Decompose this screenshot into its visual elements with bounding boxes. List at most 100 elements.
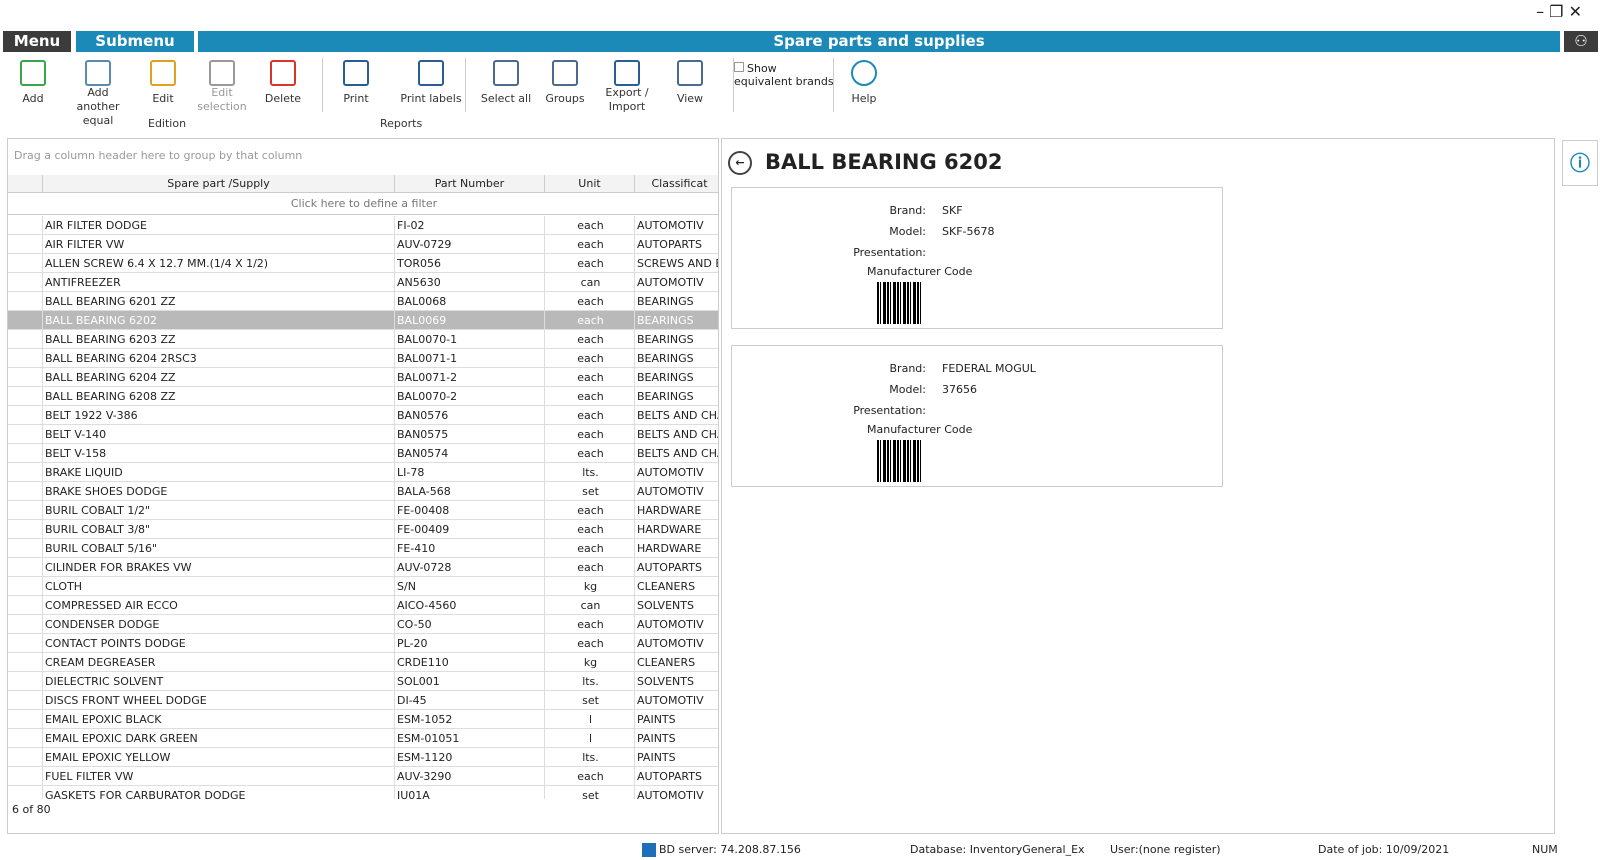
grid-row[interactable]: FUEL FILTER VW AUV-3290 each AUTOPARTS bbox=[8, 767, 718, 786]
grid-row[interactable]: BALL BEARING 6203 ZZ BAL0070-1 each BEARING… bbox=[8, 330, 718, 349]
grid-cell: BALL BEARING 6201 ZZ bbox=[43, 292, 395, 311]
grid-row[interactable]: EMAIL EPOXIC YELLOW ESM-1120 lts. PAINTS bbox=[8, 748, 718, 767]
code-label: Manufacturer Code bbox=[867, 265, 973, 278]
grid-cell: AICO-4560 bbox=[395, 596, 545, 615]
toolbar-button[interactable]: Print bbox=[324, 58, 388, 106]
grid-cell: AUTOMOTIV bbox=[635, 482, 718, 501]
column-header[interactable]: Spare part /Supply bbox=[43, 175, 395, 193]
detail-panel: ← BALL BEARING 6202 Brand: SKF Model: SKF-5… bbox=[721, 138, 1555, 834]
menu-button[interactable]: Menu bbox=[3, 31, 71, 52]
row-icon bbox=[8, 482, 43, 501]
user-button[interactable]: ⚇ bbox=[1564, 31, 1598, 52]
grid-cell: CLEANERS bbox=[635, 653, 718, 672]
grid-row[interactable]: CLOTH S/N kg CLEANERS bbox=[8, 577, 718, 596]
window-controls[interactable]: – ❐ ✕ bbox=[1536, 2, 1582, 21]
grid-cell: AUTOPARTS bbox=[635, 558, 718, 577]
column-header[interactable]: Classificat bbox=[635, 175, 718, 193]
grid-row[interactable]: AIR FILTER DODGE FI-02 each AUTOMOTIV bbox=[8, 216, 718, 235]
window-title: Spare parts and supplies bbox=[198, 31, 1560, 52]
grid-row[interactable]: BURIL COBALT 3/8" FE-00409 each HARDWARE bbox=[8, 520, 718, 539]
grid-row[interactable]: BALL BEARING 6202 BAL0069 each BEARINGS bbox=[8, 311, 718, 330]
grid-cell: set bbox=[545, 482, 635, 501]
grid-row[interactable]: CREAM DEGREASER CRDE110 kg CLEANERS bbox=[8, 653, 718, 672]
grid-row[interactable]: ANTIFREEZER AN5630 can AUTOMOTIV bbox=[8, 273, 718, 292]
toolbar-button[interactable]: Print labels bbox=[399, 58, 463, 106]
grid-cell: l bbox=[545, 710, 635, 729]
row-icon bbox=[8, 387, 43, 406]
grid-cell: BELTS AND CHAIN bbox=[635, 406, 718, 425]
row-icon bbox=[8, 254, 43, 273]
grid-cell: BURIL COBALT 3/8" bbox=[43, 520, 395, 539]
toolbar-button[interactable]: Groups bbox=[533, 58, 597, 106]
grid-row[interactable]: EMAIL EPOXIC DARK GREEN ESM-01051 l PAINTS bbox=[8, 729, 718, 748]
group-label: Edition bbox=[148, 117, 187, 130]
grid-row[interactable]: AIR FILTER VW AUV-0729 each AUTOPARTS bbox=[8, 235, 718, 254]
grid-row[interactable]: BALL BEARING 6204 2RSC3 BAL0071-1 each BEAR… bbox=[8, 349, 718, 368]
column-header[interactable]: Unit bbox=[545, 175, 635, 193]
toolbar-button[interactable]: Add bbox=[1, 58, 65, 106]
grid-cell: lts. bbox=[545, 463, 635, 482]
toolbar-button[interactable]: Add another equal bbox=[66, 58, 130, 128]
equivalent-checkbox[interactable]: Show equivalent brands bbox=[734, 62, 834, 88]
grid-cell: DI-45 bbox=[395, 691, 545, 710]
button-label: Print bbox=[343, 92, 369, 105]
toolbar-button[interactable]: Edit bbox=[131, 58, 195, 106]
grid-cell: BELTS AND CHAIN bbox=[635, 425, 718, 444]
grid-row[interactable]: DIELECTRIC SOLVENT SOL001 lts. SOLVENTS bbox=[8, 672, 718, 691]
grid-row[interactable]: BALL BEARING 6208 ZZ BAL0070-2 each BEARING… bbox=[8, 387, 718, 406]
toolbar-button[interactable]: Edit selection bbox=[190, 58, 254, 114]
grid-row[interactable]: BALL BEARING 6201 ZZ BAL0068 each BEARINGS bbox=[8, 292, 718, 311]
grid-cell: set bbox=[545, 691, 635, 710]
toolbar-button[interactable]: Help bbox=[832, 58, 896, 106]
button-icon bbox=[209, 60, 235, 86]
grid-cell: BEARINGS bbox=[635, 330, 718, 349]
grid-row[interactable]: CONTACT POINTS DODGE PL-20 each AUTOMOTIV bbox=[8, 634, 718, 653]
grid-row[interactable]: COMPRESSED AIR ECCO AICO-4560 can SOLVENTS bbox=[8, 596, 718, 615]
grid-cell: CONTACT POINTS DODGE bbox=[43, 634, 395, 653]
column-header[interactable]: Part Number bbox=[395, 175, 545, 193]
grid-cell: FE-00409 bbox=[395, 520, 545, 539]
button-icon bbox=[343, 60, 369, 86]
grid-cell: can bbox=[545, 596, 635, 615]
grid-cell: ESM-1052 bbox=[395, 710, 545, 729]
info-button[interactable]: ⓘ bbox=[1562, 140, 1598, 186]
grid-cell: each bbox=[545, 444, 635, 463]
grid-cell: each bbox=[545, 615, 635, 634]
detail-title: BALL BEARING 6202 bbox=[765, 150, 1003, 174]
grid-cell: BAL0070-1 bbox=[395, 330, 545, 349]
parts-grid: Drag a column header here to group by th… bbox=[7, 138, 719, 834]
toolbar-button[interactable]: Select all bbox=[474, 58, 538, 106]
grid-cell: kg bbox=[545, 653, 635, 672]
grid-cell: AUV-0729 bbox=[395, 235, 545, 254]
row-icon bbox=[8, 748, 43, 767]
grid-cell: BAN0574 bbox=[395, 444, 545, 463]
grid-row[interactable]: ALLEN SCREW 6.4 X 12.7 MM.(1/4 X 1/2) TOR… bbox=[8, 254, 718, 273]
grid-cell: each bbox=[545, 216, 635, 235]
toolbar-button[interactable]: Delete bbox=[251, 58, 315, 106]
button-label: Edit selection bbox=[197, 86, 247, 113]
grid-row[interactable]: BALL BEARING 6204 ZZ BAL0071-2 each BEARING… bbox=[8, 368, 718, 387]
grid-row[interactable]: BRAKE SHOES DODGE BALA-568 set AUTOMOTIV bbox=[8, 482, 718, 501]
grid-cell: CREAM DEGREASER bbox=[43, 653, 395, 672]
grid-row[interactable]: BRAKE LIQUID LI-78 lts. AUTOMOTIV bbox=[8, 463, 718, 482]
grid-row[interactable]: EMAIL EPOXIC BLACK ESM-1052 l PAINTS bbox=[8, 710, 718, 729]
grid-row[interactable]: BURIL COBALT 5/16" FE-410 each HARDWARE bbox=[8, 539, 718, 558]
grid-cell: AN5630 bbox=[395, 273, 545, 292]
grid-row[interactable]: BURIL COBALT 1/2" FE-00408 each HARDWARE bbox=[8, 501, 718, 520]
grid-row[interactable]: CILINDER FOR BRAKES VW AUV-0728 each AUTOPA… bbox=[8, 558, 718, 577]
toolbar-button[interactable]: View bbox=[658, 58, 722, 106]
submenu-button[interactable]: Submenu bbox=[76, 31, 194, 52]
filter-row[interactable]: Click here to define a filter bbox=[8, 193, 718, 215]
toolbar-button[interactable]: Export / Import bbox=[595, 58, 659, 114]
grid-cell: AUTOPARTS bbox=[635, 767, 718, 786]
grid-cell: AUTOMOTIV bbox=[635, 216, 718, 235]
row-icon bbox=[8, 767, 43, 786]
grid-cell: HARDWARE bbox=[635, 501, 718, 520]
back-button[interactable]: ← bbox=[728, 151, 752, 175]
grid-row[interactable]: CONDENSER DODGE CO-50 each AUTOMOTIV bbox=[8, 615, 718, 634]
row-icon bbox=[8, 539, 43, 558]
grid-row[interactable]: DISCS FRONT WHEEL DODGE DI-45 set AUTOMOTIV bbox=[8, 691, 718, 710]
